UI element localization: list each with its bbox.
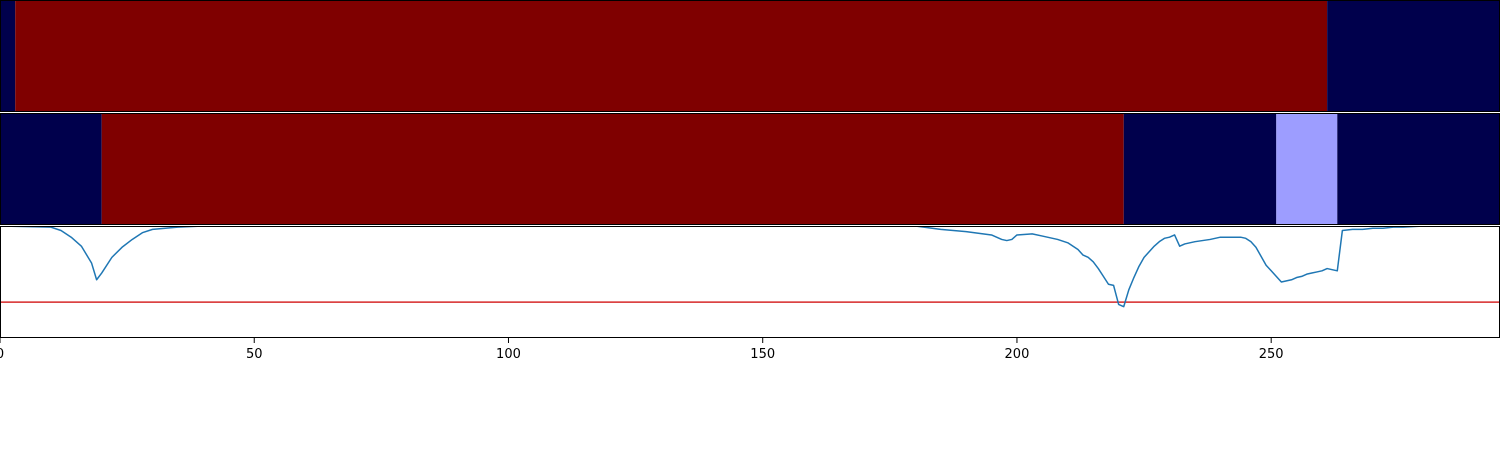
- band-1-segment-2: [15, 0, 1328, 112]
- x-tick-label-100: 100: [496, 347, 521, 362]
- band-panel-top: [0, 0, 1500, 112]
- x-tick-label-250: 250: [1259, 347, 1284, 362]
- band-2-segment-3: [1123, 113, 1277, 225]
- x-tick-label-50: 50: [246, 347, 263, 362]
- x-tick-label-0: 0: [0, 347, 4, 362]
- band-2-segment-2: [101, 113, 1124, 225]
- x-tick-label-200: 200: [1005, 347, 1030, 362]
- x-axis: 0 50 100 150 200 250: [0, 338, 1284, 362]
- band-1-segment-1: [0, 0, 16, 112]
- band-1-segment-3: [1327, 0, 1500, 112]
- series-line-1: [0, 226, 1500, 308]
- band-panel-middle: [0, 113, 1500, 225]
- band-2-segment-1: [0, 113, 102, 225]
- band-2-segment-4: [1276, 113, 1338, 225]
- band-2-segment-5: [1337, 113, 1500, 225]
- x-tick-label-150: 150: [750, 347, 775, 362]
- line-panel-frame: [0, 226, 1500, 338]
- line-panel: [0, 226, 1500, 338]
